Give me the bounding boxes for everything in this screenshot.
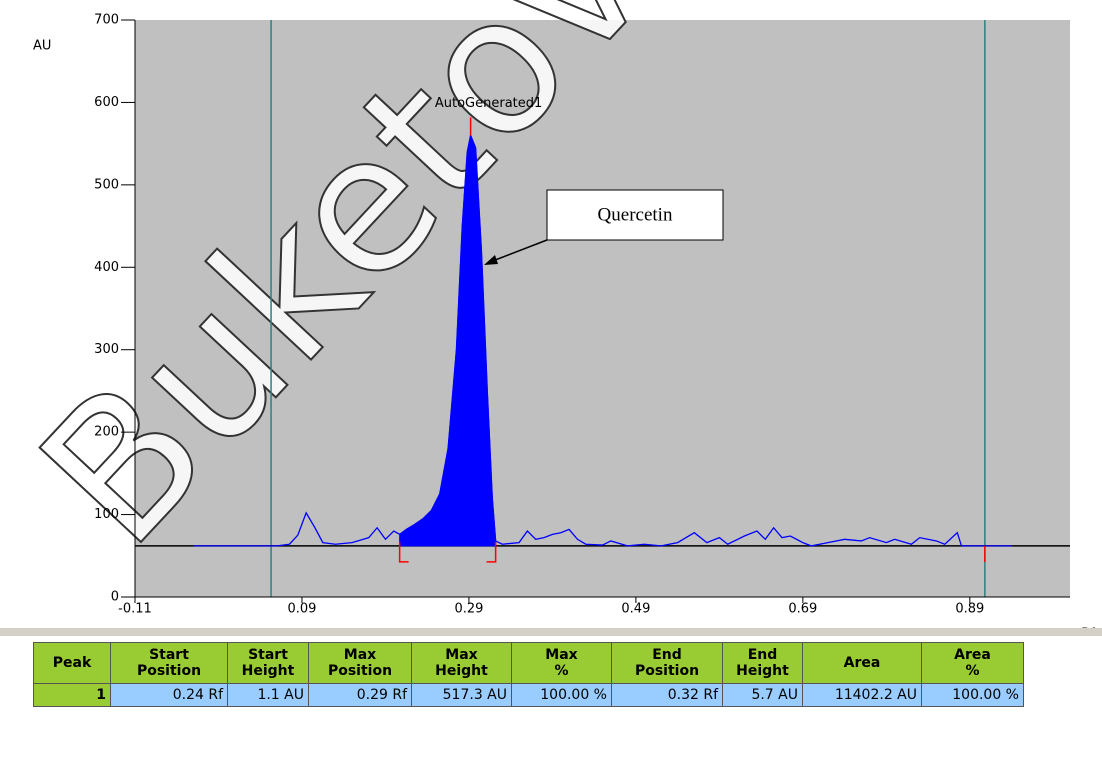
y-tick-label: 0 bbox=[111, 590, 119, 605]
y-tick-label: 500 bbox=[94, 177, 119, 192]
peak-table-area: Peak Start Position Start Height Max Positi… bbox=[0, 628, 1102, 769]
peak-start-marker bbox=[398, 541, 409, 563]
header-cell: End Height bbox=[722, 642, 803, 684]
data-cell: 5.7 AU bbox=[722, 683, 803, 707]
data-cell: 100.00 % bbox=[511, 683, 612, 707]
data-cell: 100.00 % bbox=[921, 683, 1024, 707]
header-cell: Start Position bbox=[110, 642, 228, 684]
y-tick-label: 600 bbox=[94, 95, 119, 110]
x-tick-label: 0.09 bbox=[287, 602, 316, 617]
data-cell: 0.29 Rf bbox=[308, 683, 412, 707]
data-cell: 517.3 AU bbox=[411, 683, 512, 707]
y-tick-label: 700 bbox=[94, 13, 119, 28]
header-cell: Area bbox=[802, 642, 922, 684]
header-row: Peak Start Position Start Height Max Positi… bbox=[33, 642, 1024, 684]
x-tick-label: 0.29 bbox=[454, 602, 483, 617]
callout-box bbox=[546, 189, 724, 241]
y-tick-label: 400 bbox=[94, 260, 119, 275]
header-cell: Max Position bbox=[308, 642, 412, 684]
callout-arrow bbox=[489, 239, 548, 263]
header-cell: Peak bbox=[33, 642, 111, 684]
data-cell: 1 bbox=[33, 683, 111, 707]
header-cell: Max % bbox=[511, 642, 612, 684]
header-cell: Start Height bbox=[227, 642, 309, 684]
separator bbox=[0, 628, 1102, 636]
y-axis-label: AU bbox=[33, 39, 51, 54]
data-cell: 1.1 AU bbox=[227, 683, 309, 707]
data-row: 1 0.24 Rf 1.1 AU 0.29 Rf 517.3 AU 100.00 % 0.3… bbox=[33, 683, 1024, 707]
plot-area bbox=[135, 20, 1070, 597]
x-tick-label: 0.89 bbox=[955, 602, 984, 617]
header-cell: End Position bbox=[611, 642, 723, 684]
peak-table: Peak Start Position Start Height Max Positi… bbox=[33, 642, 1024, 707]
data-cell: 11402.2 AU bbox=[802, 683, 922, 707]
peak-label: AutoGenerated1 bbox=[435, 96, 542, 111]
peak-end-marker bbox=[486, 541, 497, 563]
x-tick-label: -0.11 bbox=[118, 602, 152, 617]
y-tick-label: 300 bbox=[94, 342, 119, 357]
data-cell: 0.32 Rf bbox=[611, 683, 723, 707]
x-tick-label: 0.49 bbox=[621, 602, 650, 617]
y-tick-label: 100 bbox=[94, 507, 119, 522]
chart: AU Rf Buketov0100200300400500600700-0.11… bbox=[0, 0, 1095, 629]
data-cell: 0.24 Rf bbox=[110, 683, 228, 707]
header-cell: Max Height bbox=[411, 642, 512, 684]
x-axis-label: Rf bbox=[1081, 627, 1095, 629]
x-tick-label: 0.69 bbox=[788, 602, 817, 617]
signal-line bbox=[193, 133, 1012, 547]
y-tick-label: 200 bbox=[94, 425, 119, 440]
callout-text: Quercetin bbox=[598, 204, 673, 225]
header-cell: Area % bbox=[921, 642, 1024, 684]
arrow-head bbox=[484, 255, 498, 265]
